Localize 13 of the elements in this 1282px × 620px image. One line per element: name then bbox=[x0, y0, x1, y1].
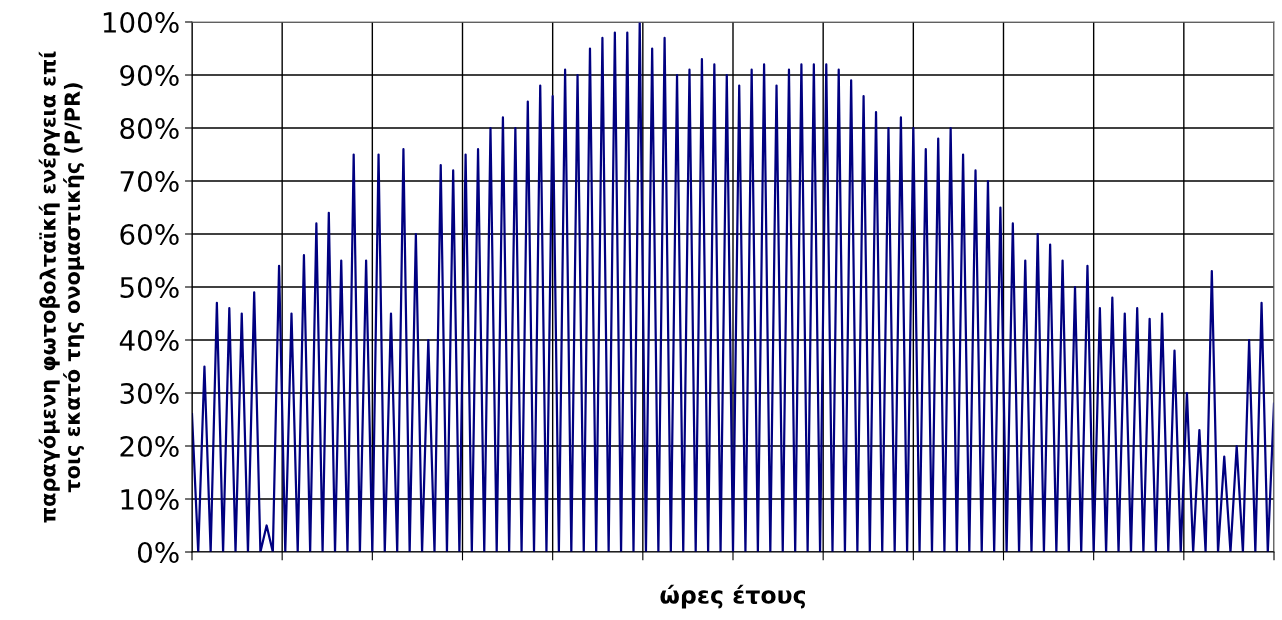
y-tick-label: 20% bbox=[120, 435, 179, 457]
y-tick-label: 50% bbox=[120, 276, 179, 298]
x-axis-title: ώρες έτους bbox=[660, 584, 805, 609]
y-tick-label: 10% bbox=[121, 488, 179, 510]
y-tick-label: 100% bbox=[103, 11, 179, 33]
y-tick-label: 40% bbox=[119, 329, 179, 351]
y-tick-label: 30% bbox=[120, 382, 179, 404]
y-tick-label: 0% bbox=[137, 541, 179, 563]
y-tick-label: 90% bbox=[120, 64, 179, 86]
y-tick-label: 80% bbox=[120, 117, 179, 139]
y-tick-label: 60% bbox=[120, 223, 179, 245]
y-axis-title: παραγόμενη φωτοβολταϊκή ενέργεια επί τοις εκατό της ονομαστικής (P/PR) bbox=[38, 51, 85, 523]
y-tick-label: 70% bbox=[120, 170, 179, 192]
